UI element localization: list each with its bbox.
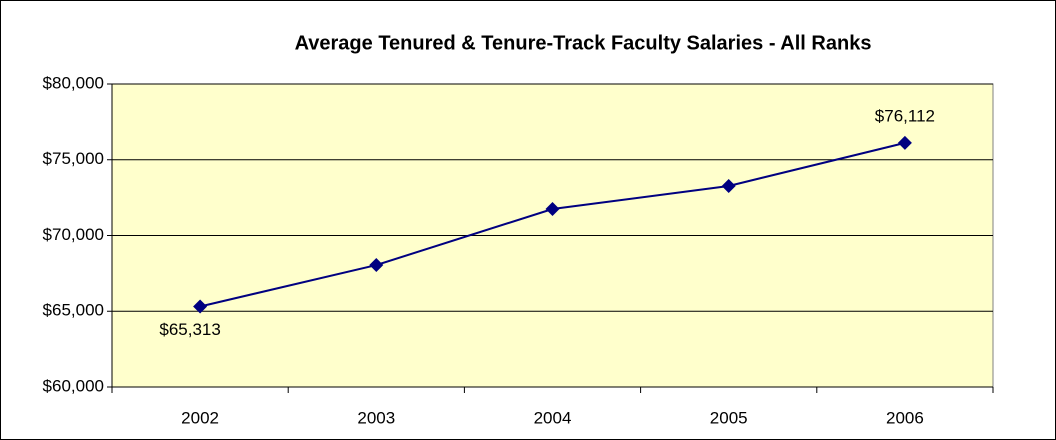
x-tick-label: 2003 bbox=[357, 408, 395, 427]
y-tick-label: $60,000 bbox=[43, 376, 104, 395]
data-label: $65,313 bbox=[159, 320, 220, 339]
y-tick-label: $75,000 bbox=[43, 149, 104, 168]
data-label: $76,112 bbox=[875, 106, 935, 125]
data-point bbox=[193, 299, 208, 314]
x-tick-label: 2006 bbox=[886, 408, 924, 427]
chart-title: Average Tenured & Tenure-Track Faculty S… bbox=[295, 32, 872, 54]
x-tick-label: 2005 bbox=[710, 408, 748, 427]
data-point bbox=[721, 178, 736, 193]
y-tick-label: $70,000 bbox=[43, 225, 104, 244]
data-point bbox=[897, 135, 912, 150]
x-tick-label: 2002 bbox=[181, 408, 219, 427]
y-tick-label: $65,000 bbox=[43, 301, 104, 320]
x-tick-label: 2004 bbox=[534, 408, 572, 427]
y-tick-label: $80,000 bbox=[43, 73, 104, 92]
data-point bbox=[545, 201, 560, 216]
data-point bbox=[369, 258, 384, 273]
